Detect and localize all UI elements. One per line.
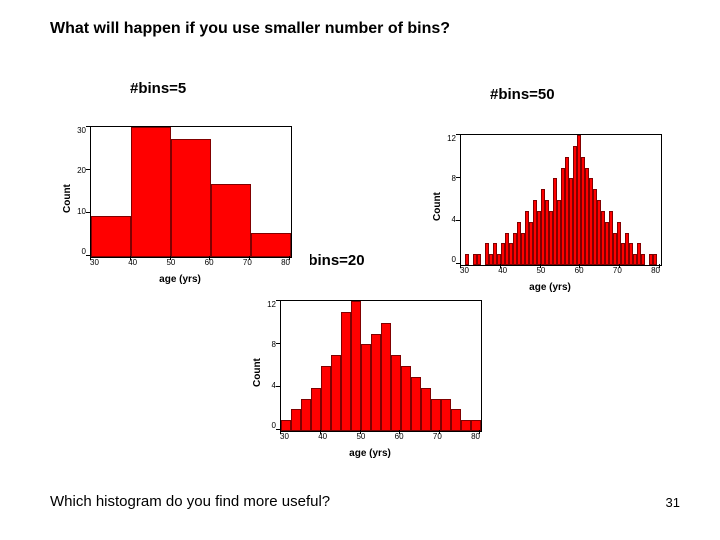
xticks: 304050607080: [90, 258, 290, 267]
yticks: 12840: [440, 134, 456, 264]
bar: [291, 409, 301, 431]
bar: [451, 409, 461, 431]
bar: [361, 344, 371, 431]
plot-area: [280, 300, 482, 432]
bar: [371, 334, 381, 432]
xticks: 304050607080: [280, 432, 480, 441]
bar: [351, 301, 361, 431]
bar: [131, 127, 171, 257]
bar: [301, 399, 311, 432]
bar: [421, 388, 431, 431]
title-question: What will happen if you use smaller numb…: [50, 20, 450, 38]
label-bins-5: #bins=5: [130, 80, 186, 97]
bar: [401, 366, 411, 431]
bar: [331, 355, 341, 431]
histogram-5bins: Count 3020100 304050607080 age (yrs): [50, 118, 310, 288]
xlabel: age (yrs): [50, 274, 310, 285]
yticks: 12840: [260, 300, 276, 430]
bar: [311, 388, 321, 431]
bar: [211, 184, 251, 257]
plot-area: [460, 134, 662, 266]
bar: [321, 366, 331, 431]
bar: [171, 139, 211, 257]
plot-area: [90, 126, 292, 258]
bottom-question: Which histogram do you find more useful?: [50, 493, 330, 510]
yticks: 3020100: [70, 126, 86, 256]
bar: [411, 377, 421, 431]
bar: [391, 355, 401, 431]
histogram-20bins: Count 12840 304050607080 age (yrs): [240, 292, 500, 462]
xticks: 304050607080: [460, 266, 660, 275]
label-bins-50: #bins=50: [490, 86, 555, 103]
page-number: 31: [666, 495, 680, 510]
histogram-50bins: Count 12840 304050607080 age (yrs): [420, 126, 680, 296]
bar: [441, 399, 451, 432]
bar: [251, 233, 291, 257]
xlabel: age (yrs): [240, 448, 500, 459]
bar: [431, 399, 441, 432]
bar: [381, 323, 391, 431]
bar: [341, 312, 351, 431]
bar: [91, 216, 131, 257]
